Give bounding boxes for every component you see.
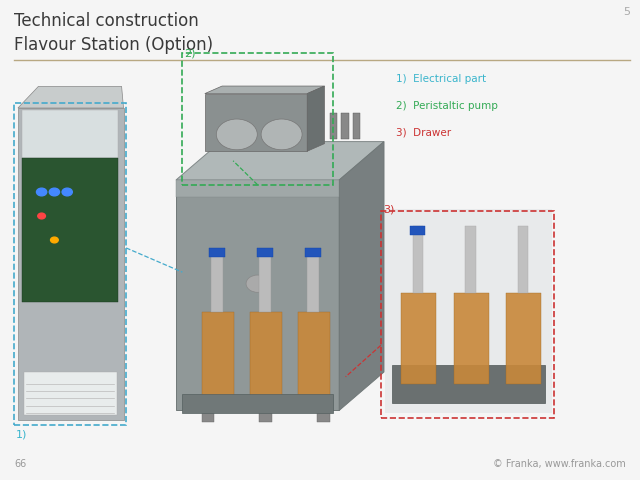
Text: 1): 1) [16, 430, 28, 440]
Bar [518, 226, 528, 293]
Bar [307, 254, 319, 312]
Bar [454, 293, 489, 384]
Circle shape [246, 275, 269, 292]
Polygon shape [205, 86, 324, 94]
Bar [182, 394, 333, 413]
Bar [257, 248, 273, 257]
Text: 5: 5 [623, 7, 630, 17]
Text: 1)  Electrical part: 1) Electrical part [396, 74, 486, 84]
Bar [305, 248, 321, 257]
Bar [465, 226, 476, 293]
Bar [401, 293, 436, 384]
Bar [211, 254, 223, 312]
Circle shape [36, 188, 47, 196]
Circle shape [38, 213, 45, 219]
Bar [330, 113, 337, 139]
Text: Flavour Station (Option): Flavour Station (Option) [14, 36, 213, 54]
Text: 2): 2) [184, 49, 196, 59]
Circle shape [62, 188, 72, 196]
Circle shape [216, 119, 257, 150]
Text: 66: 66 [14, 459, 26, 469]
Bar [18, 108, 124, 420]
Bar [341, 113, 349, 139]
Bar [298, 312, 330, 396]
Circle shape [51, 237, 58, 243]
Bar [506, 293, 541, 384]
Polygon shape [307, 86, 324, 151]
Text: 2)  Peristaltic pump: 2) Peristaltic pump [396, 101, 497, 111]
Polygon shape [176, 142, 384, 180]
Polygon shape [18, 86, 124, 108]
Bar [14, 103, 126, 425]
Bar [259, 410, 272, 422]
Bar [413, 226, 423, 293]
Bar [381, 211, 554, 418]
Bar [22, 158, 118, 302]
Bar [209, 248, 225, 257]
Bar [259, 254, 271, 312]
Text: © Franka, www.franka.com: © Franka, www.franka.com [493, 459, 626, 469]
Bar [202, 312, 234, 396]
Bar [317, 410, 330, 422]
Text: Technical construction: Technical construction [14, 12, 199, 30]
Bar [22, 110, 118, 158]
Bar [182, 53, 333, 185]
Bar [250, 312, 282, 396]
Text: 3): 3) [383, 205, 394, 215]
Bar [353, 113, 360, 139]
Polygon shape [339, 142, 384, 410]
Circle shape [49, 188, 60, 196]
Bar [24, 372, 117, 415]
Bar [410, 226, 425, 235]
Bar [385, 209, 552, 413]
Bar [176, 180, 339, 410]
Circle shape [261, 119, 302, 150]
Bar [202, 410, 214, 422]
Bar [176, 180, 339, 197]
Text: 3)  Drawer: 3) Drawer [396, 127, 451, 137]
Bar [392, 365, 545, 403]
Bar [205, 94, 307, 151]
